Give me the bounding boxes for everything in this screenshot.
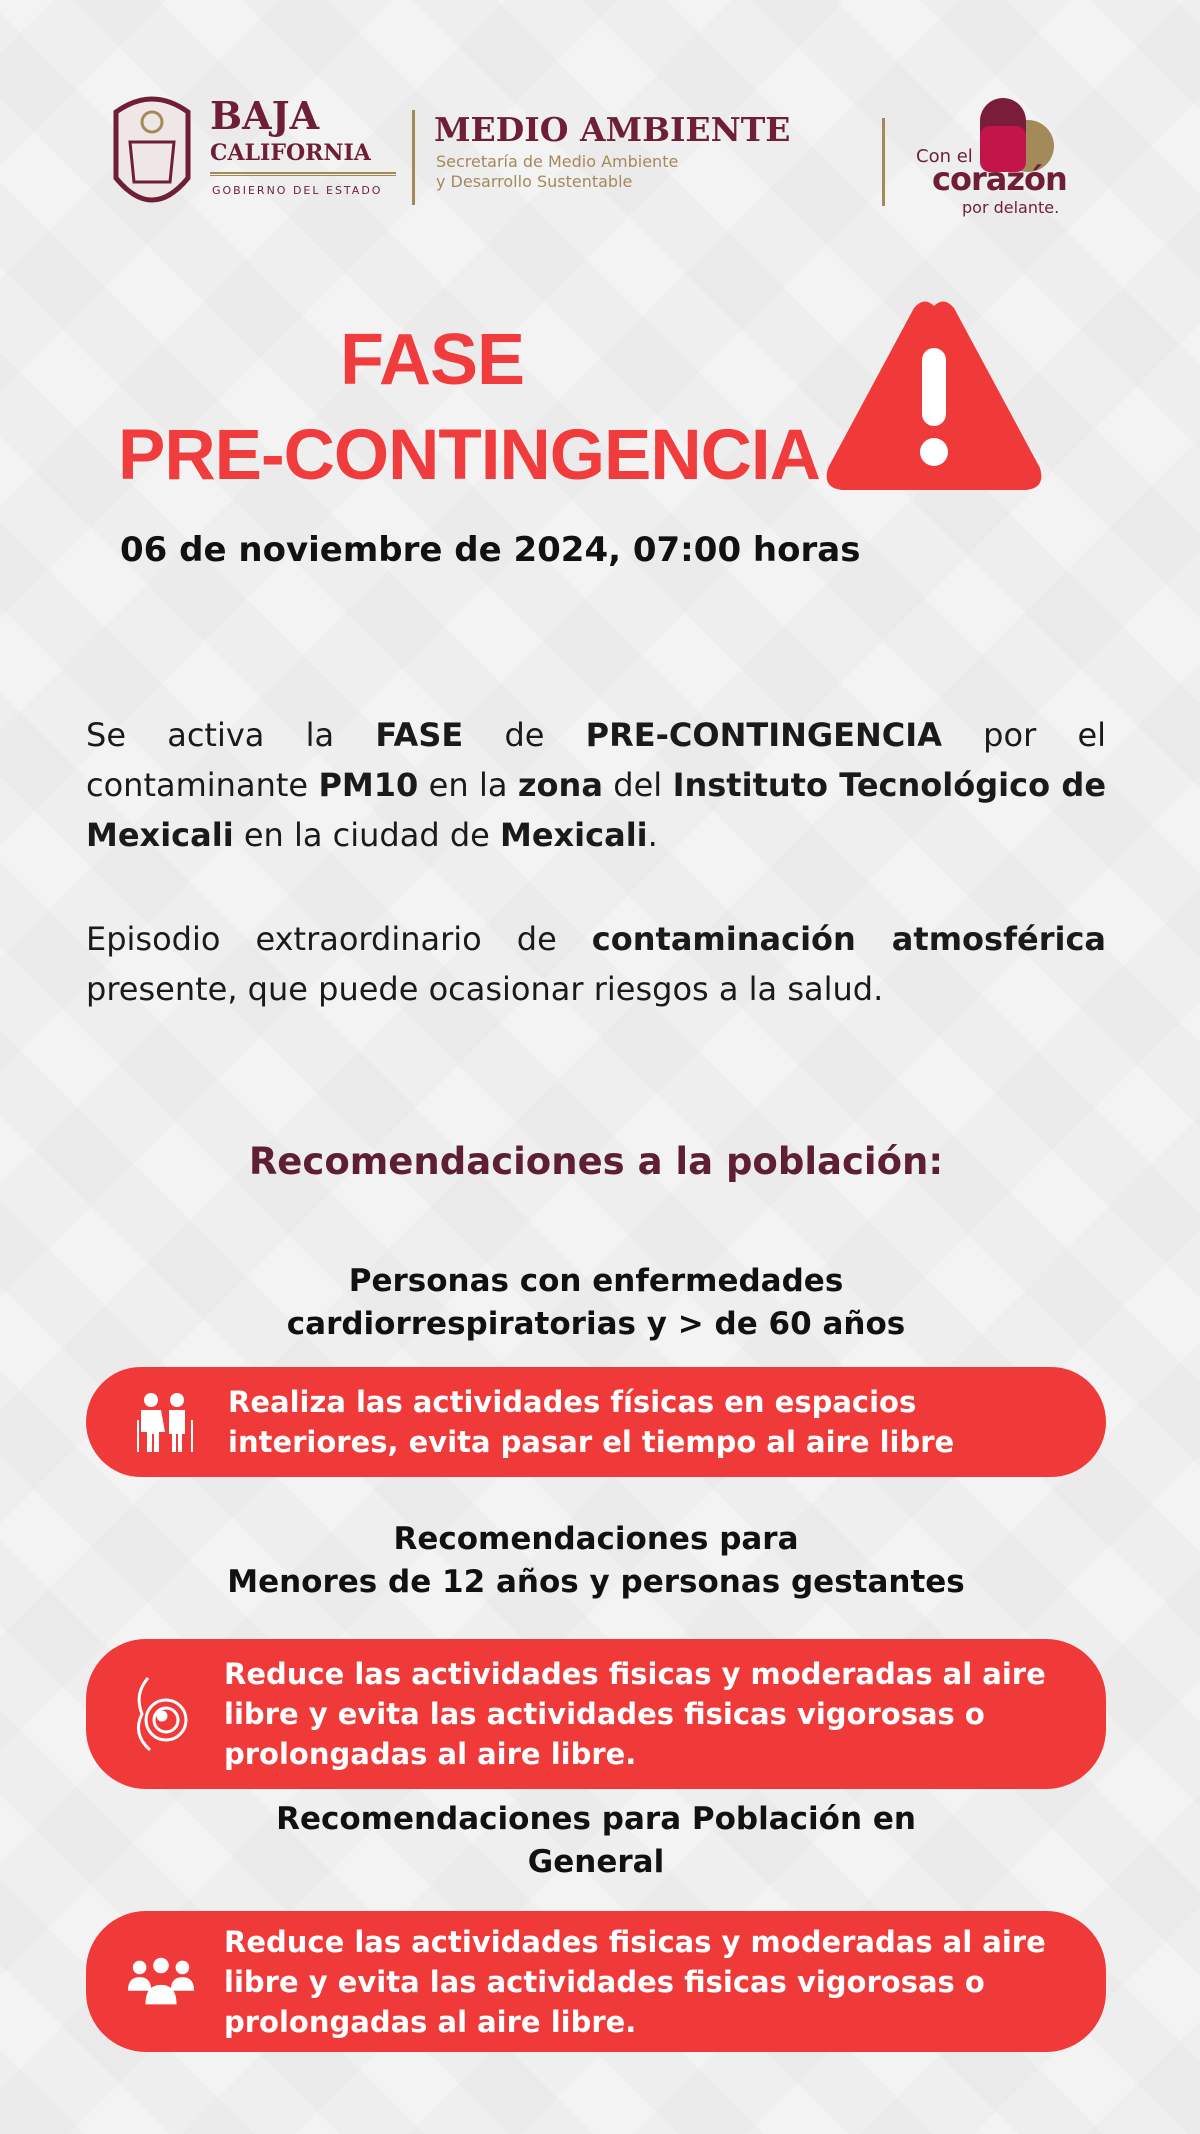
body-text: por el contaminante	[86, 716, 1107, 804]
body-text: de	[463, 716, 586, 754]
slogan-line2: corazón	[932, 160, 1068, 198]
recommendation-text: Realiza las actividades físicas en espac…	[228, 1385, 955, 1459]
body-text: en la	[418, 766, 518, 804]
heading-line: General	[527, 1844, 665, 1880]
emphasis-text: Mexicali	[499, 816, 648, 854]
group-heading-general: Recomendaciones para Población en General	[86, 1798, 1106, 1884]
warning-triangle-icon	[822, 296, 1047, 498]
logo-gobierno: GOBIERNO DEL ESTADO	[212, 184, 383, 197]
activation-paragraph: Se activa la FASE de PRE-CONTINGENCIA po…	[86, 710, 1106, 860]
divider	[882, 118, 885, 206]
slogan-line3: por delante.	[962, 198, 1060, 217]
emphasis-text: Instituto Tecnológico de Mexicali	[86, 766, 1107, 854]
slogan-line1: Con el	[916, 146, 973, 167]
state-seal-icon	[110, 92, 194, 218]
recommendation-text: Reduce las actividades fisicas y moderad…	[224, 1657, 1046, 1771]
recommendation-pill-elderly: Realiza las actividades físicas en espac…	[86, 1367, 1106, 1477]
agency-subtitle1: Secretaría de Medio Ambiente	[436, 152, 679, 171]
heading-line: Recomendaciones para Población en	[276, 1801, 916, 1837]
emphasis-text: zona	[517, 766, 603, 804]
episode-paragraph: Episodio extraordinario de contaminación…	[86, 914, 1106, 1014]
body-text: en la ciudad de	[233, 816, 500, 854]
elderly-couple-icon	[130, 1390, 200, 1454]
pregnant-icon	[126, 1674, 196, 1754]
emphasis-text: PM10	[318, 766, 419, 804]
recommendation-pill-general: Reduce las actividades fisicas y moderad…	[86, 1911, 1106, 2052]
divider	[210, 172, 396, 176]
alert-title-fase: FASE	[340, 320, 525, 400]
alert-title-pre-contingencia: PRE-CONTINGENCIA	[118, 416, 821, 495]
recommendations-heading: Recomendaciones a la población:	[248, 1140, 944, 1183]
group-heading-children-pregnant: Recomendaciones para Menores de 12 años y…	[86, 1518, 1106, 1604]
body-text: Episodio extraordinario de	[86, 920, 592, 958]
divider	[412, 110, 415, 205]
emphasis-text: PRE-CONTINGENCIA	[585, 716, 942, 754]
people-group-icon	[126, 1957, 196, 2007]
agency-title: MEDIO AMBIENTE	[434, 110, 791, 149]
recommendation-pill-children-pregnant: Reduce las actividades fisicas y moderad…	[86, 1639, 1106, 1789]
heart-logo-icon	[976, 96, 1056, 176]
body-text: Se activa la	[86, 716, 376, 754]
heading-line: Personas con enfermedades	[348, 1263, 844, 1299]
logo-california: CALIFORNIA	[210, 140, 371, 166]
body-text: presente, que puede ocasionar riesgos a …	[86, 970, 884, 1008]
logo-baja: BAJA	[210, 93, 320, 138]
emphasis-text: FASE	[375, 716, 464, 754]
alert-datetime: 06 de noviembre de 2024, 07:00 horas	[120, 530, 861, 570]
body-text: .	[647, 816, 658, 854]
agency-subtitle2: y Desarrollo Sustentable	[436, 172, 633, 191]
group-heading-elderly: Personas con enfermedades cardiorrespirat…	[86, 1260, 1106, 1346]
emphasis-text: contaminación atmosférica	[591, 920, 1107, 958]
heading-line: cardiorrespiratorias y > de 60 años	[286, 1306, 906, 1342]
recommendation-text: Reduce las actividades fisicas y moderad…	[224, 1924, 1046, 2039]
body-text: del	[602, 766, 673, 804]
heading-line: Recomendaciones para	[393, 1521, 799, 1557]
heading-line: Menores de 12 años y personas gestantes	[227, 1564, 965, 1600]
